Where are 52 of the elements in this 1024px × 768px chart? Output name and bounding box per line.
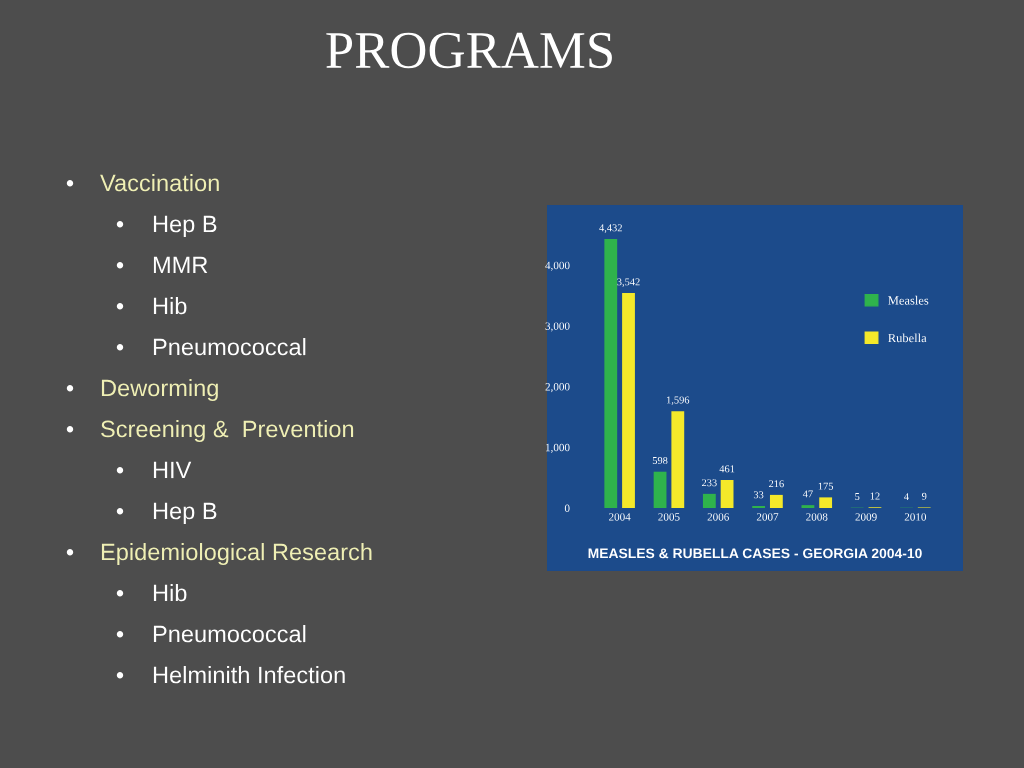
legend-label: Rubella	[888, 333, 927, 343]
y-tick-label: 2,000	[545, 383, 570, 393]
data-label: 216	[769, 480, 784, 488]
text: • Screening & Prevention	[66, 419, 354, 442]
y-tick-label: 3,000	[545, 322, 570, 332]
text: • Vaccination	[66, 174, 219, 192]
data-label: 233	[701, 479, 717, 487]
y-tick-label: 0	[564, 504, 570, 512]
bar	[720, 480, 734, 508]
bar	[769, 494, 783, 508]
bar	[702, 493, 716, 508]
x-tick-label: 2010	[904, 513, 927, 521]
bar	[653, 471, 667, 508]
text: • Hep B	[116, 502, 217, 525]
text: MEASLES & RUBELLA CASES - GEORGIA 2004-10	[588, 548, 922, 559]
data-label: 1,596	[667, 396, 690, 405]
bar	[801, 505, 815, 508]
text: • Hib	[116, 296, 187, 315]
data-label: 4,432	[599, 224, 622, 233]
text: • Deworming	[66, 378, 218, 401]
text: • Hep B	[116, 215, 217, 237]
data-label: 598	[652, 457, 668, 465]
x-tick-label: 2006	[707, 513, 729, 521]
data-label: 9	[921, 492, 927, 500]
x-tick-label: 2004	[609, 513, 631, 521]
bar	[819, 497, 833, 508]
x-tick-label: 2009	[855, 513, 877, 521]
text: • HIV	[116, 461, 192, 479]
data-label: 33	[753, 491, 764, 499]
data-label: 47	[802, 490, 813, 498]
data-label: 12	[870, 492, 880, 500]
text: • Pneumococcal	[116, 337, 306, 356]
text: PROGRAMS	[326, 32, 612, 69]
x-tick-label: 2007	[756, 513, 779, 521]
text: • Pneumococcal	[116, 624, 306, 643]
text: • MMR	[116, 256, 208, 274]
x-tick-label: 2005	[658, 513, 680, 521]
text: • Epidemiological Research	[66, 542, 372, 565]
data-label: 175	[818, 482, 834, 490]
text: • Helminith Infection	[116, 665, 345, 684]
data-label: 5	[855, 493, 860, 501]
data-label: 461	[719, 465, 735, 473]
data-label: 4	[904, 493, 909, 500]
y-tick-label: 4,000	[545, 261, 570, 271]
data-label: 3,542	[617, 278, 640, 287]
bar	[671, 411, 685, 508]
y-tick-label: 1,000	[545, 443, 570, 453]
legend-label: Measles	[888, 295, 929, 305]
bar	[622, 293, 635, 508]
text: • Hib	[116, 583, 187, 602]
x-tick-label: 2008	[806, 513, 828, 521]
bar	[604, 239, 618, 508]
